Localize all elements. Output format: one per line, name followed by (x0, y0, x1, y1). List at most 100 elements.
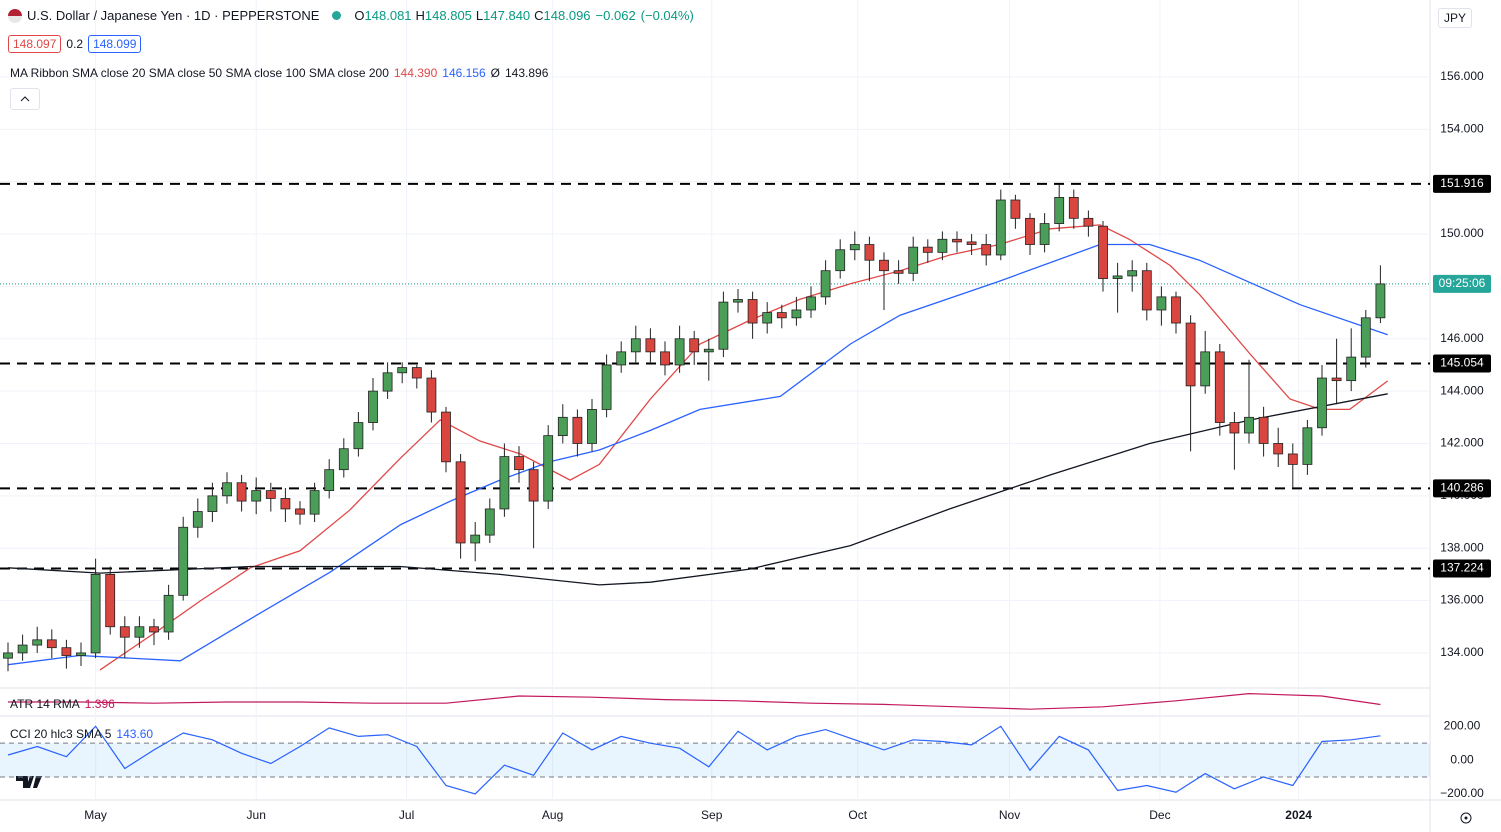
candle-body (601, 364, 612, 410)
currency-button[interactable]: JPY (1438, 8, 1473, 28)
candle-body (514, 456, 524, 471)
level-label: 137.224 (1440, 561, 1484, 575)
candle-body (222, 482, 232, 497)
level-label-box (1433, 174, 1491, 193)
candle-body (922, 246, 933, 253)
candle-body (1200, 351, 1211, 387)
quote-row: 148.097 0.2 148.099 (8, 35, 142, 53)
candle-body (1317, 377, 1327, 429)
ohlc-item: C148.096 (534, 8, 590, 23)
candle-body (879, 259, 889, 272)
ask[interactable]: 148.099 (88, 35, 142, 53)
level-label: 151.916 (1440, 176, 1484, 190)
candle-body (1244, 416, 1254, 434)
candle-body (61, 647, 72, 656)
candle-body (806, 296, 816, 311)
candle-body (630, 338, 641, 353)
candle-body (105, 573, 116, 628)
candle-body (163, 594, 174, 633)
candle-body (76, 652, 86, 656)
atr-value: 1.396 (84, 697, 115, 711)
ohlc-value: 147.840 (483, 8, 531, 23)
candle-body (718, 301, 729, 350)
candle-body (1360, 317, 1371, 358)
candle-body (660, 351, 670, 366)
candle-body (791, 309, 802, 319)
bid[interactable]: 148.097 (8, 35, 62, 53)
candle-body (1010, 199, 1021, 219)
ohlc-value: 148.081 (364, 8, 412, 23)
ohlc-value: 148.096 (543, 8, 591, 23)
ma-value: 144.390 (393, 66, 438, 80)
ohlc-value: 148.805 (424, 8, 472, 23)
candle-body (674, 338, 685, 366)
candle-body (90, 573, 101, 654)
candle-body (587, 409, 597, 444)
ma-legend: MA Ribbon SMA close 20 SMA close 50 SMA … (10, 66, 548, 80)
candle-body (134, 626, 145, 638)
ma-label: MA Ribbon SMA close 20 SMA close 50 SMA … (10, 66, 389, 80)
countdown: 09:25:06 (1439, 276, 1486, 290)
candle-body (1098, 225, 1108, 279)
flag-icon (8, 8, 22, 23)
candle-body (338, 448, 349, 471)
tv-logo (16, 776, 42, 788)
candle-body (762, 312, 773, 324)
candle-body (1287, 453, 1298, 465)
candle-body (441, 411, 451, 463)
y-tick-label: 154.000 (1440, 121, 1484, 135)
change: −0.062 (595, 8, 636, 23)
level-label-box (1433, 559, 1491, 578)
candle-body (251, 490, 262, 502)
candle-body (557, 416, 568, 437)
candle-body (849, 244, 860, 251)
countdown-box (1433, 274, 1491, 293)
candle-body (733, 299, 743, 303)
ohlc-key: C (534, 8, 544, 23)
collapse-button[interactable] (10, 88, 40, 110)
candle-body (309, 490, 320, 515)
candle-body (747, 299, 758, 324)
candle-body (835, 249, 846, 272)
candle-body (864, 244, 875, 261)
status-dot (332, 11, 342, 20)
candle-body (353, 422, 364, 450)
ma-value: 146.156 (442, 66, 486, 80)
candle-body (689, 338, 700, 353)
candle-body (1141, 270, 1152, 311)
candle-body (937, 238, 948, 253)
level-label-box (1433, 479, 1491, 498)
settings-icon[interactable] (1460, 812, 1472, 824)
candle-body (499, 456, 510, 510)
y-tick-label: 156.000 (1440, 69, 1484, 83)
moving-average (99, 224, 1389, 671)
x-tick-label: May (84, 808, 107, 822)
candle-body (411, 367, 422, 379)
candle-body (397, 367, 408, 374)
candle-body (1273, 443, 1284, 455)
candle-body (1302, 427, 1313, 465)
x-tick-label: Jun (247, 808, 266, 822)
candle-body (119, 626, 130, 638)
x-tick-label: 2024 (1285, 808, 1312, 822)
candle-body (1258, 416, 1269, 444)
y-tick-label: 138.000 (1440, 540, 1484, 554)
level-label: 140.286 (1440, 481, 1484, 495)
x-tick-label: Nov (999, 808, 1020, 822)
candle-body (484, 508, 495, 536)
candle-body (776, 312, 787, 319)
ohlc-key: O (354, 8, 365, 23)
candle-body (17, 644, 28, 654)
candle-body (703, 348, 714, 353)
candle-body (1025, 217, 1035, 245)
cci-legend: CCI 20 hlc3 SMA 5 143.60 (10, 727, 153, 741)
x-tick-label: Jul (399, 808, 414, 822)
cci-tick-label: −200.00 (1440, 786, 1484, 800)
indicator-panes (0, 692, 1430, 795)
candle-body (1112, 275, 1123, 279)
candle-body (3, 652, 13, 659)
y-tick-label: 136.000 (1440, 593, 1484, 607)
candle-body (470, 534, 481, 544)
